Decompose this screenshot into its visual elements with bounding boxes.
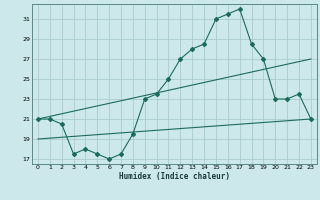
X-axis label: Humidex (Indice chaleur): Humidex (Indice chaleur) xyxy=(119,172,230,181)
